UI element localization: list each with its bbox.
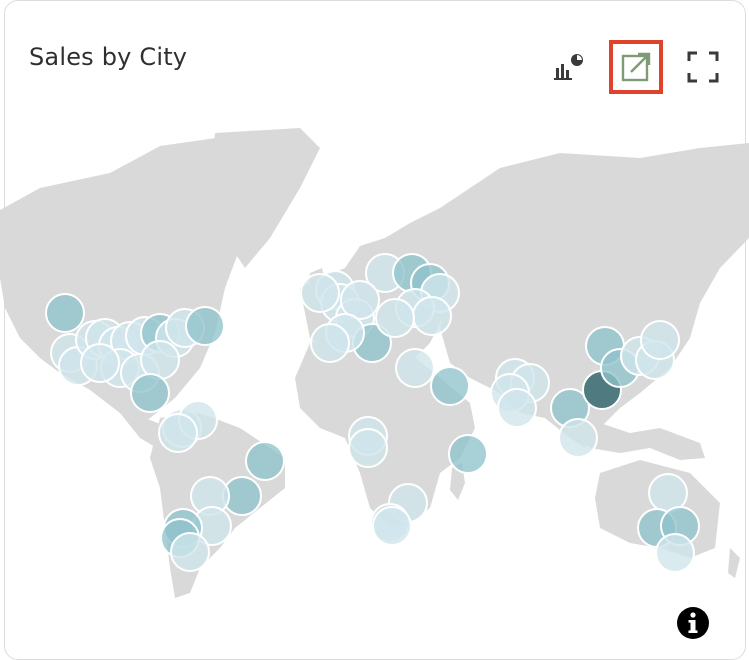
city-bubble[interactable] xyxy=(395,348,435,388)
info-button[interactable] xyxy=(676,606,710,640)
city-bubble[interactable] xyxy=(558,418,598,458)
city-bubble[interactable] xyxy=(348,428,388,468)
land-greenland xyxy=(210,128,320,268)
city-bubble[interactable] xyxy=(80,343,120,383)
city-bubble[interactable] xyxy=(245,441,285,481)
city-bubble[interactable] xyxy=(158,413,198,453)
open-in-new-button[interactable] xyxy=(609,40,663,94)
city-bubble[interactable] xyxy=(45,293,85,333)
city-bubble[interactable] xyxy=(375,298,415,338)
city-bubble[interactable] xyxy=(640,320,680,360)
city-bubble[interactable] xyxy=(130,373,170,413)
city-bubble[interactable] xyxy=(448,434,488,474)
city-bubble[interactable] xyxy=(412,296,452,336)
city-bubble[interactable] xyxy=(170,532,210,572)
bar-chart-pie-icon xyxy=(554,54,583,80)
chart-type-button[interactable] xyxy=(543,41,595,93)
fullscreen-icon xyxy=(687,51,719,83)
land-new-zealand xyxy=(728,548,740,578)
city-bubble[interactable] xyxy=(372,506,412,546)
land-se-asia xyxy=(570,423,705,460)
card-toolbar xyxy=(543,40,729,94)
open-external-icon xyxy=(621,52,651,82)
city-bubble[interactable] xyxy=(340,280,380,320)
info-icon xyxy=(677,607,709,639)
city-bubble[interactable] xyxy=(185,306,225,346)
city-bubble[interactable] xyxy=(310,323,350,363)
city-bubble[interactable] xyxy=(430,366,470,406)
city-bubbles xyxy=(45,253,700,573)
map-svg xyxy=(0,128,749,598)
city-bubble[interactable] xyxy=(497,388,537,428)
world-bubble-map[interactable] xyxy=(0,128,749,608)
city-bubble[interactable] xyxy=(655,533,695,573)
city-bubble[interactable] xyxy=(300,273,340,313)
card-title: Sales by City xyxy=(29,43,188,71)
fullscreen-button[interactable] xyxy=(677,41,729,93)
